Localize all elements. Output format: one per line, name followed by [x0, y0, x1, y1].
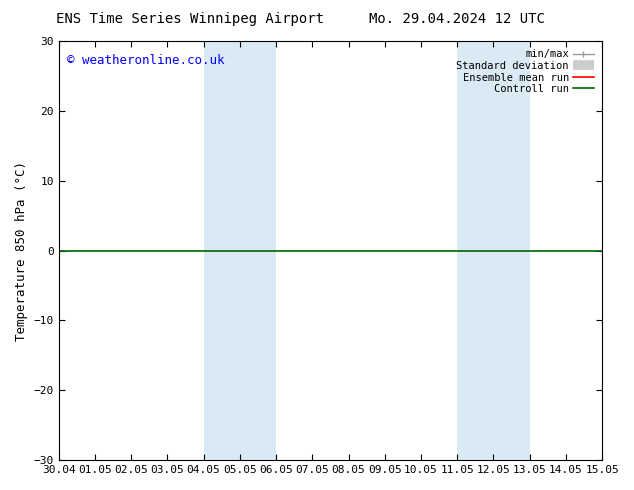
Bar: [457, 41, 529, 460]
Text: © weatheronline.co.uk: © weatheronline.co.uk: [67, 53, 224, 67]
Text: Mo. 29.04.2024 12 UTC: Mo. 29.04.2024 12 UTC: [368, 12, 545, 26]
Legend: min/max, Standard deviation, Ensemble mean run, Controll run: min/max, Standard deviation, Ensemble me…: [453, 46, 597, 97]
Bar: [204, 41, 276, 460]
Text: ENS Time Series Winnipeg Airport: ENS Time Series Winnipeg Airport: [56, 12, 324, 26]
Y-axis label: Temperature 850 hPa (°C): Temperature 850 hPa (°C): [15, 161, 28, 341]
